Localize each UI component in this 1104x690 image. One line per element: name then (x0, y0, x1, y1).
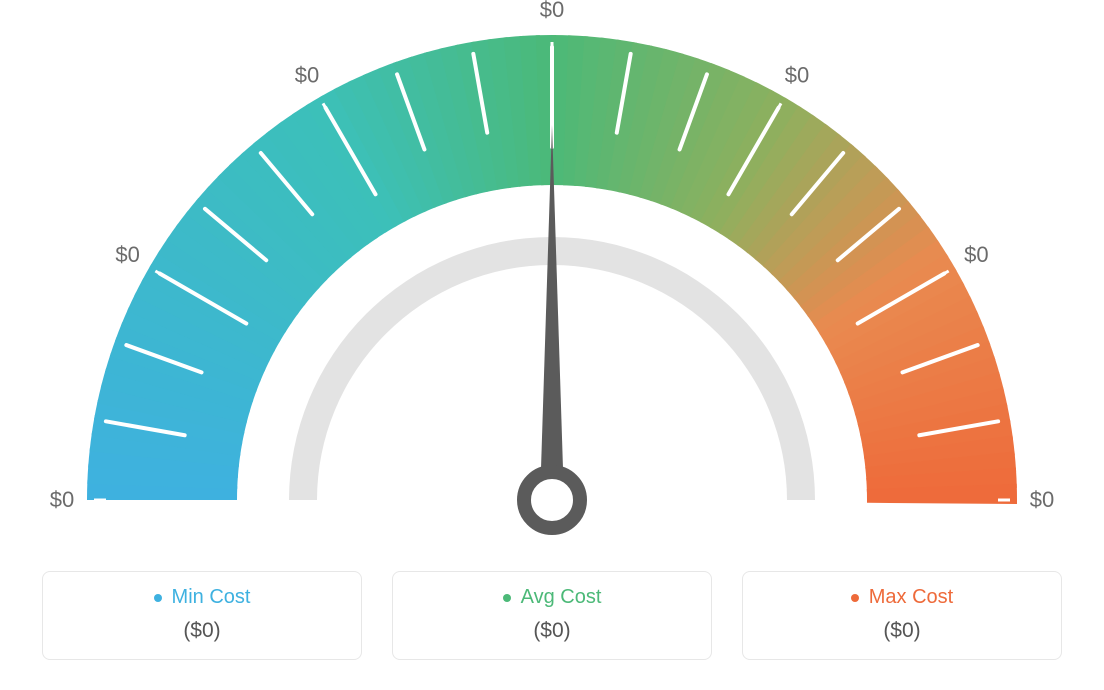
legend-item-min: Min Cost ($0) (42, 571, 362, 660)
tick-label: $0 (1030, 487, 1054, 512)
legend-label: Min Cost (172, 586, 251, 609)
legend-item-max: Max Cost ($0) (742, 571, 1062, 660)
legend-label: Avg Cost (521, 586, 602, 609)
gauge-container: $0 $0 $0 $0 $0 $0 $0 (0, 0, 1104, 550)
legend-value: ($0) (63, 619, 341, 643)
legend-value: ($0) (763, 619, 1041, 643)
gauge-chart: $0 $0 $0 $0 $0 $0 $0 (0, 0, 1104, 560)
needle-hub (524, 472, 580, 528)
tick-label: $0 (964, 242, 988, 267)
tick-label: $0 (295, 63, 319, 88)
legend-item-avg: Avg Cost ($0) (392, 571, 712, 660)
tick-label: $0 (50, 487, 74, 512)
tick-label: $0 (540, 0, 564, 22)
legend-value: ($0) (413, 619, 691, 643)
tick-label: $0 (785, 63, 809, 88)
dot-icon (154, 594, 162, 602)
legend-label: Max Cost (869, 586, 953, 609)
tick-label: $0 (115, 242, 139, 267)
legend-row: Min Cost ($0) Avg Cost ($0) Max Cost ($0… (0, 571, 1104, 660)
dot-icon (503, 594, 511, 602)
dot-icon (851, 594, 859, 602)
